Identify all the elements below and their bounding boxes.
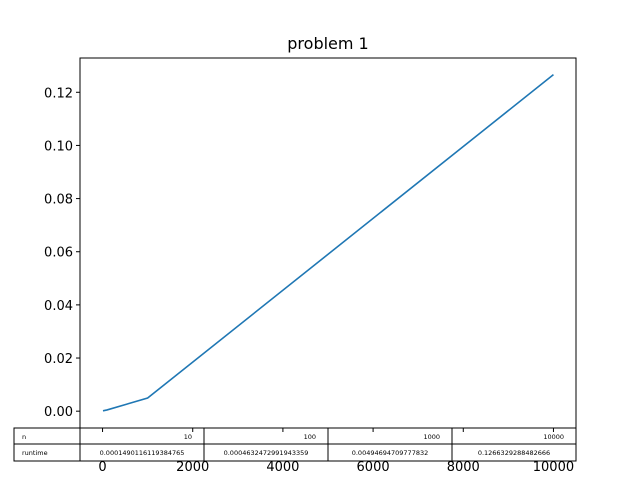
y-tick-label: 0.10 bbox=[44, 139, 73, 154]
table-cell-n: 10 bbox=[184, 433, 192, 441]
table-cell-n: 100 bbox=[304, 433, 316, 441]
y-tick-label: 0.00 bbox=[44, 405, 73, 420]
x-tick-label: 6000 bbox=[357, 460, 390, 475]
table-cell-n: 1000 bbox=[423, 433, 440, 441]
y-axis: 0.00 0.02 0.04 0.06 0.08 0.10 0.12 bbox=[44, 86, 80, 420]
table-cell bbox=[451, 443, 577, 462]
x-axis: 0 2000 4000 6000 8000 10000 bbox=[98, 428, 574, 475]
y-tick-label: 0.02 bbox=[44, 352, 73, 367]
table-row-label: runtime bbox=[22, 449, 48, 457]
table-cell-runtime: 0.1266329288482666 bbox=[478, 449, 550, 457]
chart-title: problem 1 bbox=[287, 34, 368, 53]
y-tick-label: 0.06 bbox=[44, 246, 73, 261]
x-tick-label: 0 bbox=[98, 460, 106, 475]
y-tick-label: 0.12 bbox=[44, 86, 73, 101]
x-tick-label: 4000 bbox=[266, 460, 299, 475]
table-cell-runtime: 0.0001490116119384765 bbox=[100, 449, 185, 457]
plot-area bbox=[79, 57, 577, 429]
data-table: n runtime 10 100 1000 10000 0.0001490116119384… bbox=[13, 427, 577, 462]
x-tick-label: 2000 bbox=[176, 460, 209, 475]
table-row-label: n bbox=[22, 433, 26, 441]
y-tick-label: 0.08 bbox=[44, 193, 73, 208]
x-tick-label: 8000 bbox=[447, 460, 480, 475]
table-cell-runtime: 0.0004632472991943359 bbox=[224, 449, 309, 457]
series-layer bbox=[102, 74, 554, 412]
x-tick-label: 10000 bbox=[533, 460, 574, 475]
table-cell-runtime: 0.00494694709777832 bbox=[352, 449, 429, 457]
table-cell-n: 10000 bbox=[543, 433, 564, 441]
y-tick-label: 0.04 bbox=[44, 299, 73, 314]
series-line bbox=[102, 74, 554, 412]
